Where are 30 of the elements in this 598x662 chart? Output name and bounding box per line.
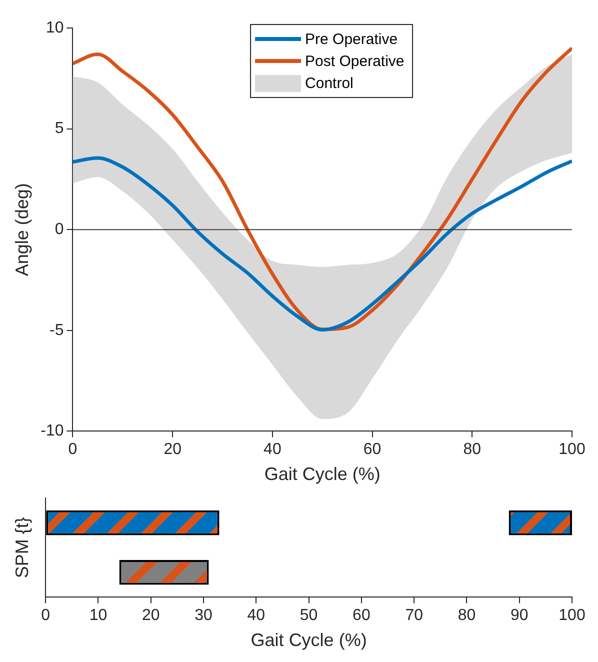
x-tick-label: 10: [89, 607, 108, 624]
legend-label: Control: [305, 74, 354, 92]
x-tick-label: 40: [264, 441, 282, 458]
x-tick-label: 30: [194, 607, 213, 624]
legend-label: Post Operative: [305, 52, 404, 70]
y-tick-label: 5: [54, 120, 64, 138]
line-series: [72, 46, 572, 332]
x-axis-title: Gait Cycle (%): [264, 464, 380, 484]
x-axis-title: Gait Cycle (%): [250, 630, 367, 650]
x-tick-label: 100: [558, 607, 586, 624]
y-tick-label: 10: [46, 19, 64, 36]
y-tick-label: -10: [40, 422, 64, 440]
y-axis-title: Angle (deg): [12, 183, 32, 276]
x-tick-label: 40: [247, 607, 266, 624]
x-tick-label: 100: [558, 441, 586, 458]
line-series: [72, 156, 572, 332]
legend-label: Pre Operative: [305, 30, 398, 48]
x-tick-label: 80: [458, 607, 476, 624]
y-tick-label: -5: [49, 322, 64, 339]
y-tick-label: 0: [54, 221, 64, 238]
x-tick-label: 20: [164, 441, 182, 458]
x-tick-label: 50: [300, 607, 318, 624]
x-tick-label: 90: [510, 607, 528, 624]
y-axis-title: SPM {t}: [12, 517, 32, 578]
x-tick-label: 20: [142, 607, 160, 624]
x-tick-label: 80: [463, 441, 482, 458]
x-tick-label: 0: [68, 441, 78, 458]
x-tick-label: 70: [405, 607, 424, 624]
x-tick-label: 60: [363, 441, 382, 458]
x-tick-label: 60: [352, 607, 370, 624]
